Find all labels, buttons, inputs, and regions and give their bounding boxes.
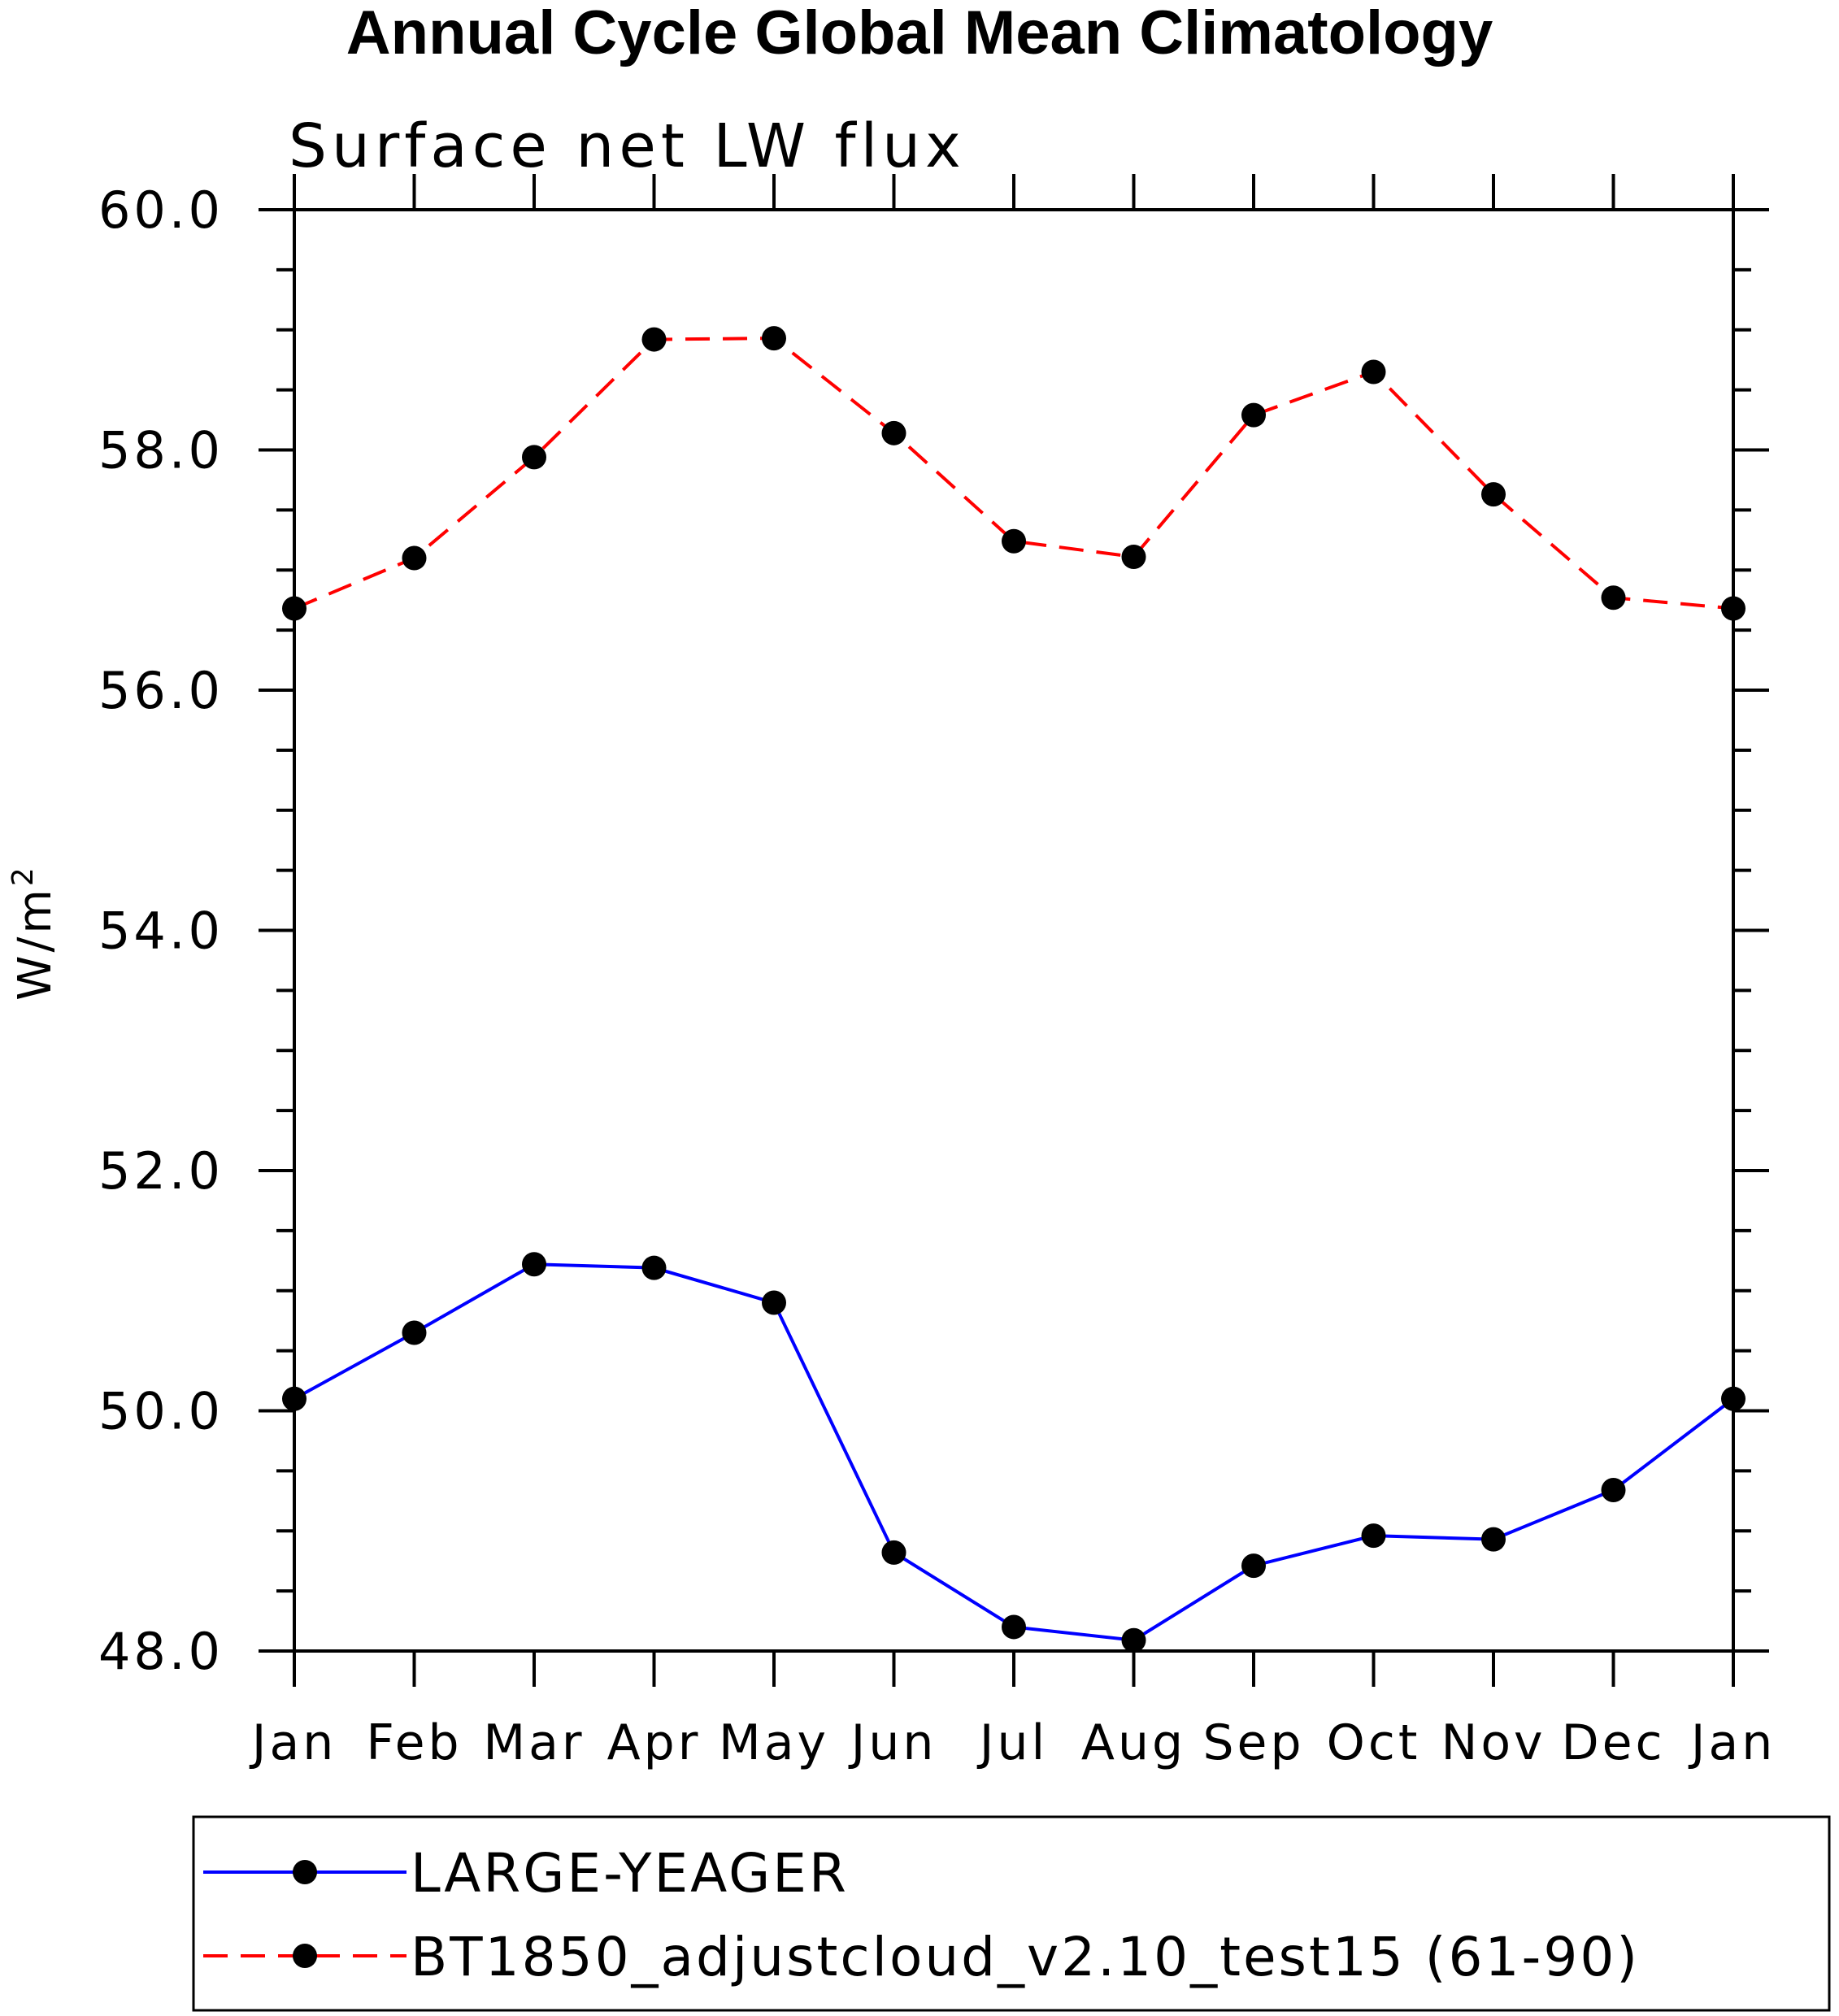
y-tick-label: 52.0 xyxy=(98,1141,224,1201)
data-point xyxy=(1721,596,1746,621)
y-tick-label: 60.0 xyxy=(98,180,224,240)
data-series xyxy=(282,326,1746,1653)
y-tick-labels: 48.0 50.0 52.0 54.0 56.0 58.0 60.0 xyxy=(98,180,224,1681)
legend-marker xyxy=(293,1860,317,1884)
y-tick-label: 48.0 xyxy=(98,1622,224,1681)
data-point xyxy=(402,1320,427,1345)
y-axis-label-main: W/m xyxy=(9,886,62,1001)
data-point xyxy=(881,1540,906,1565)
legend-items: LARGE-YEAGER BT1850_adjustcloud_v2.10_tes… xyxy=(203,1842,1640,1988)
legend-marker xyxy=(293,1944,317,1968)
x-tick-label: Aug xyxy=(1081,1714,1186,1771)
x-tick-label: Mar xyxy=(483,1714,585,1771)
y-tick-label: 50.0 xyxy=(98,1382,224,1441)
data-point xyxy=(1241,402,1266,428)
data-point xyxy=(522,1252,546,1277)
data-point xyxy=(1002,1614,1026,1640)
data-point xyxy=(762,1290,786,1315)
data-point xyxy=(1002,528,1026,554)
data-point xyxy=(1361,359,1386,385)
data-point xyxy=(641,1255,667,1280)
data-point xyxy=(282,596,306,621)
data-point xyxy=(881,420,906,445)
axis-ticks xyxy=(259,174,1769,1687)
data-point xyxy=(1721,1386,1746,1411)
data-point xyxy=(522,445,546,470)
data-point xyxy=(1241,1553,1266,1579)
legend-box xyxy=(192,1815,1831,2012)
chart-title: Annual Cycle Global Mean Climatology xyxy=(346,0,1493,67)
y-tick-label: 54.0 xyxy=(98,902,224,961)
chart-subtitle: Surface net LW flux xyxy=(289,111,966,181)
series-line xyxy=(293,337,1734,610)
x-tick-labels: Jan Feb Mar Apr May Jun Jul Aug Sep Oct Nov Dec Jan xyxy=(249,1714,1776,1771)
series-line xyxy=(293,1262,1735,1642)
data-point xyxy=(1601,1478,1626,1503)
legend: LARGE-YEAGER BT1850_adjustcloud_v2.10_tes… xyxy=(192,1815,1831,2012)
legend-label: LARGE-YEAGER xyxy=(411,1842,849,1905)
series-1 xyxy=(282,1252,1746,1653)
y-axis-label: W/m2 xyxy=(7,864,62,1001)
x-tick-label: Jun xyxy=(848,1714,937,1771)
x-tick-label: Dec xyxy=(1561,1714,1665,1771)
data-point xyxy=(1481,1527,1506,1552)
series-2 xyxy=(282,326,1746,621)
data-point xyxy=(282,1386,306,1411)
y-axis-label-superscript: 2 xyxy=(7,864,40,886)
data-point xyxy=(762,326,786,351)
data-point xyxy=(1481,482,1506,507)
data-point xyxy=(402,545,427,571)
x-tick-label: Jan xyxy=(249,1714,337,1771)
x-tick-label: Feb xyxy=(366,1714,462,1771)
x-tick-label: May xyxy=(719,1714,829,1771)
data-point xyxy=(1121,1627,1146,1653)
x-tick-label: Oct xyxy=(1327,1714,1421,1771)
x-tick-label: Apr xyxy=(607,1714,702,1771)
y-tick-label: 58.0 xyxy=(98,421,224,480)
x-tick-label: Nov xyxy=(1441,1714,1546,1771)
plot-frame xyxy=(293,208,1735,1653)
data-point xyxy=(1121,544,1146,569)
data-point xyxy=(1361,1523,1386,1549)
x-tick-label: Jul xyxy=(976,1714,1048,1771)
data-point xyxy=(1601,585,1626,610)
x-tick-label: Sep xyxy=(1202,1714,1304,1771)
legend-label: BT1850_adjustcloud_v2.10_test15 (61-90) xyxy=(411,1926,1640,1988)
x-tick-label: Jan xyxy=(1688,1714,1776,1771)
data-point xyxy=(641,327,667,352)
y-tick-label: 56.0 xyxy=(98,661,224,720)
